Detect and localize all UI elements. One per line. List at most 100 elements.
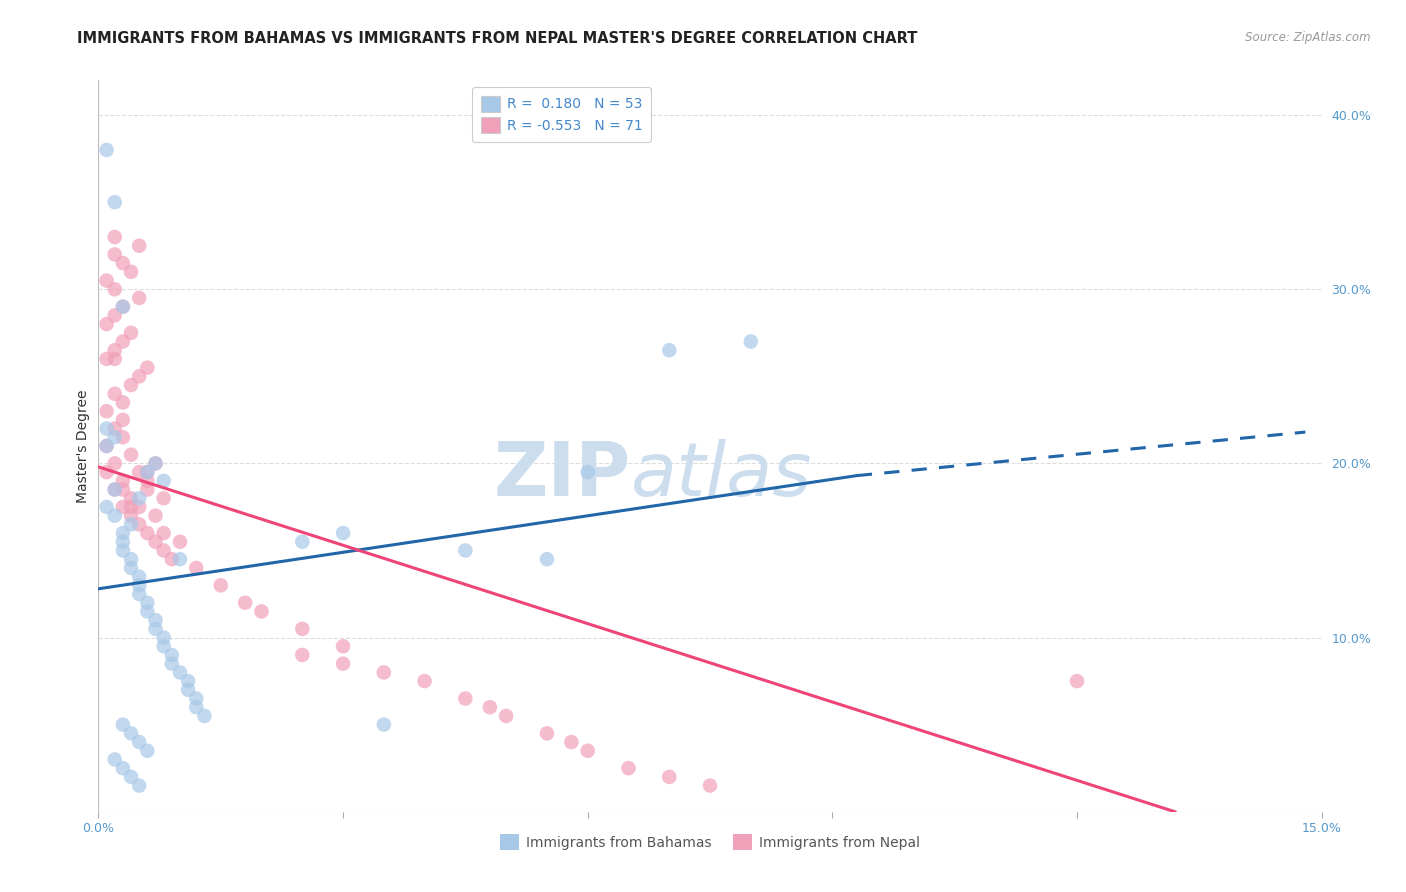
Point [104, 195, 127, 210]
Point [111, 395, 134, 409]
Point [104, 247, 127, 261]
Point [111, 474, 134, 488]
Point [658, 343, 681, 358]
Point [136, 465, 159, 479]
Point [136, 474, 159, 488]
Point [291, 648, 314, 662]
Point [111, 413, 134, 427]
Point [145, 508, 167, 523]
Point [193, 709, 215, 723]
Point [111, 543, 134, 558]
Point [120, 552, 142, 566]
Point [169, 552, 191, 566]
Point [120, 726, 142, 740]
Point [120, 326, 142, 340]
Point [209, 578, 232, 592]
Point [120, 770, 142, 784]
Point [136, 744, 159, 758]
Point [111, 761, 134, 775]
Point [120, 378, 142, 392]
Point [111, 717, 134, 731]
Point [111, 334, 134, 349]
Point [120, 561, 142, 575]
Point [111, 256, 134, 270]
Point [740, 334, 762, 349]
Text: Source: ZipAtlas.com: Source: ZipAtlas.com [1246, 31, 1371, 45]
Point [104, 508, 127, 523]
Point [111, 534, 134, 549]
Point [454, 543, 477, 558]
Point [160, 552, 183, 566]
Point [104, 430, 127, 444]
Point [120, 500, 142, 514]
Point [111, 500, 134, 514]
Point [96, 274, 118, 288]
Point [160, 657, 183, 671]
Point [373, 717, 395, 731]
Text: ZIP: ZIP [494, 439, 630, 512]
Point [291, 534, 314, 549]
Point [111, 300, 134, 314]
Point [136, 526, 159, 541]
Point [104, 483, 127, 497]
Point [96, 439, 118, 453]
Point [120, 508, 142, 523]
Text: atlas: atlas [630, 439, 811, 511]
Point [128, 465, 150, 479]
Point [413, 674, 436, 689]
Point [136, 465, 159, 479]
Point [177, 674, 200, 689]
Point [145, 622, 167, 636]
Point [104, 457, 127, 471]
Text: IMMIGRANTS FROM BAHAMAS VS IMMIGRANTS FROM NEPAL MASTER'S DEGREE CORRELATION CHA: IMMIGRANTS FROM BAHAMAS VS IMMIGRANTS FR… [77, 31, 918, 46]
Point [104, 483, 127, 497]
Point [120, 448, 142, 462]
Point [96, 143, 118, 157]
Point [332, 526, 354, 541]
Point [111, 300, 134, 314]
Point [233, 596, 256, 610]
Point [152, 474, 174, 488]
Point [120, 265, 142, 279]
Point [128, 238, 150, 252]
Point [128, 735, 150, 749]
Point [128, 369, 150, 384]
Point [128, 779, 150, 793]
Point [96, 351, 118, 366]
Point [128, 500, 150, 514]
Point [186, 691, 208, 706]
Point [136, 604, 159, 618]
Point [111, 483, 134, 497]
Point [186, 561, 208, 575]
Point [478, 700, 501, 714]
Point [152, 526, 174, 541]
Point [177, 682, 200, 697]
Point [104, 309, 127, 323]
Point [145, 613, 167, 627]
Point [332, 657, 354, 671]
Point [128, 517, 150, 532]
Point [120, 517, 142, 532]
Point [128, 569, 150, 583]
Point [96, 500, 118, 514]
Point [152, 631, 174, 645]
Point [104, 343, 127, 358]
Point [495, 709, 517, 723]
Point [332, 640, 354, 654]
Point [96, 439, 118, 453]
Point [1066, 674, 1088, 689]
Point [104, 230, 127, 244]
Point [454, 691, 477, 706]
Point [111, 526, 134, 541]
Point [536, 552, 558, 566]
Point [160, 648, 183, 662]
Point [658, 770, 681, 784]
Point [145, 457, 167, 471]
Point [128, 578, 150, 592]
Point [120, 491, 142, 506]
Point [169, 665, 191, 680]
Point [104, 282, 127, 296]
Point [136, 483, 159, 497]
Point [373, 665, 395, 680]
Point [186, 700, 208, 714]
